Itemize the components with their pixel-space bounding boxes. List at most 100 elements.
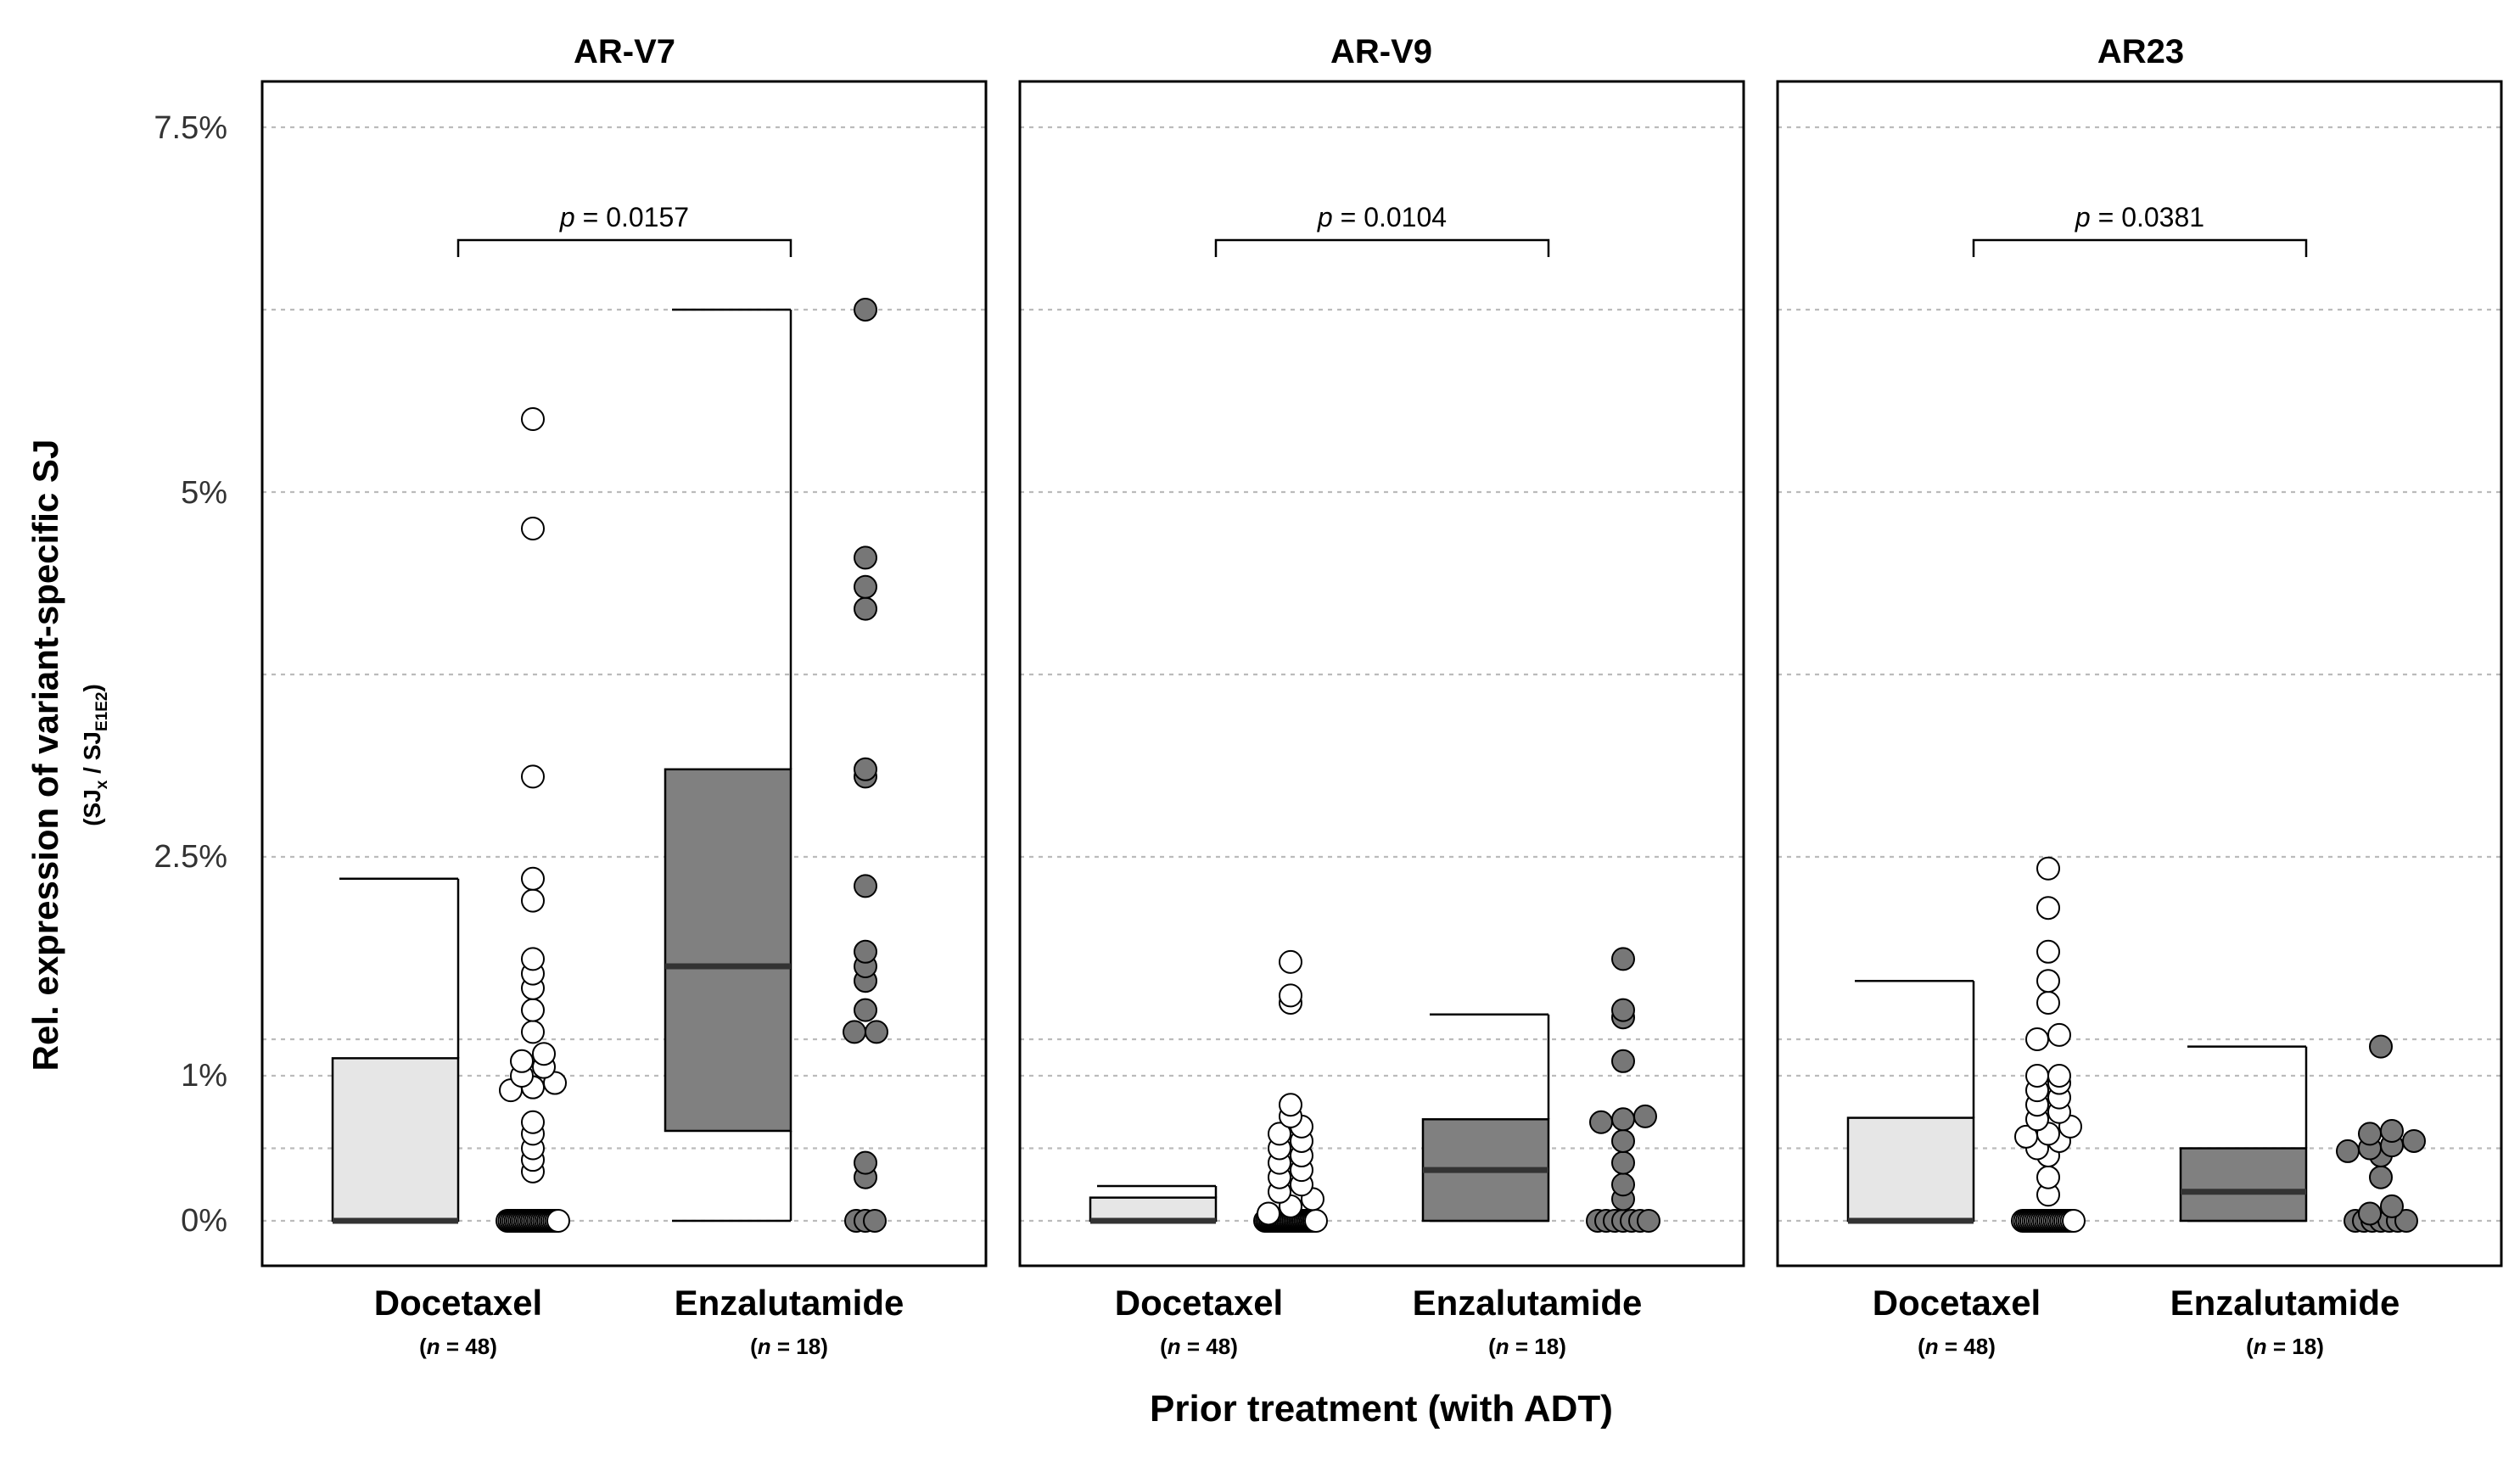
data-point (1611, 947, 1635, 971)
data-point (854, 939, 877, 964)
panel-title: AR23 (2097, 33, 2184, 70)
x-group-label-enzalutamide: Enzalutamide (1413, 1283, 1643, 1323)
data-point (2036, 991, 2060, 1015)
n-value: = 18 (771, 1334, 821, 1359)
data-point (854, 874, 877, 898)
significance-bracket (456, 238, 792, 257)
n-label-docetaxel: (n = 48) (1918, 1334, 1996, 1359)
data-point (854, 1150, 877, 1175)
n-italic: n (1496, 1334, 1509, 1359)
data-point (865, 1020, 888, 1044)
p-italic: p (2075, 202, 2091, 232)
data-point (1257, 1201, 1280, 1226)
n-label-enzalutamide: (n = 18) (1488, 1334, 1566, 1359)
panel-frame (260, 80, 988, 1267)
p-value: = 0.0381 (2091, 202, 2204, 232)
data-point (1279, 1093, 1302, 1117)
panel-plot-area: p = 0.0157 (262, 126, 986, 1233)
data-point (854, 596, 877, 621)
y-sublabel-sub-x: x (93, 780, 111, 789)
data-point (521, 517, 545, 540)
y-sublabel-open: (SJ (79, 789, 105, 826)
data-point (2047, 1064, 2071, 1088)
data-point (1304, 1209, 1328, 1233)
data-point (1611, 1172, 1635, 1197)
panel-title: AR-V7 (574, 33, 675, 70)
data-point (521, 866, 545, 891)
data-point (854, 574, 877, 599)
data-point (1279, 983, 1302, 1008)
y-tick-label-2: 2.5% (154, 839, 227, 875)
data-point (863, 1209, 887, 1233)
p-italic: p (559, 202, 575, 232)
panel-frame (1776, 80, 2503, 1267)
box-iqr (1089, 1196, 1218, 1223)
data-point (1611, 1049, 1635, 1073)
box-iqr (664, 768, 792, 1133)
data-point (521, 407, 545, 431)
data-point (1611, 998, 1635, 1022)
y-tick-label-1: 1% (181, 1058, 227, 1094)
data-point (521, 764, 545, 789)
y-sublabel-mid: / SJ (79, 731, 105, 781)
data-point (2036, 939, 2060, 964)
data-point (2036, 1165, 2060, 1189)
panel-ar-v7: AR-V7 p = 0.0157 Docetaxel (n = 48) Enza… (260, 33, 988, 1359)
data-point (510, 1049, 534, 1073)
n-italic: n (1925, 1334, 1939, 1359)
data-point (2402, 1128, 2426, 1153)
y-axis-label: Rel. expression of variant-specific SJ (25, 439, 65, 1072)
n-value: = 48 (440, 1334, 490, 1359)
data-point (521, 947, 545, 971)
data-point (854, 757, 877, 781)
x-group-label-docetaxel: Docetaxel (1873, 1283, 2041, 1323)
panel-plot-area: p = 0.0104 (1020, 126, 1744, 1233)
data-point (2062, 1209, 2086, 1233)
data-point (546, 1209, 570, 1233)
y-axis-sublabel: (SJx / SJE1E2) (79, 684, 111, 826)
data-point (1611, 1128, 1635, 1153)
data-point (2380, 1194, 2404, 1218)
data-point (854, 298, 877, 322)
data-point (2358, 1122, 2382, 1146)
y-sublabel-close: ) (79, 684, 105, 691)
data-point (2025, 1027, 2049, 1051)
data-point (1268, 1122, 1291, 1146)
n-label-enzalutamide: (n = 18) (2246, 1334, 2324, 1359)
x-group-label-enzalutamide: Enzalutamide (2170, 1283, 2400, 1323)
n-label-docetaxel: (n = 48) (1160, 1334, 1238, 1359)
y-tick-labels: 0% 1% 2.5% 5% 7.5% (154, 110, 227, 1239)
panel-title: AR-V9 (1330, 33, 1432, 70)
box-iqr (331, 1057, 460, 1223)
panel-plot-area: p = 0.0381 (1778, 126, 2501, 1233)
data-point (2036, 969, 2060, 993)
data-point (2036, 896, 2060, 920)
n-label-enzalutamide: (n = 18) (750, 1334, 828, 1359)
n-value: = 48 (1939, 1334, 1989, 1359)
x-group-label-docetaxel: Docetaxel (1115, 1283, 1283, 1323)
data-point (1589, 1110, 1613, 1134)
data-point (1279, 949, 1302, 974)
panel-ar-v9: AR-V9 p = 0.0104 Docetaxel (n = 48) Enza… (1018, 33, 1745, 1359)
x-group-label-docetaxel: Docetaxel (374, 1283, 542, 1323)
n-italic: n (758, 1334, 771, 1359)
data-point (2036, 856, 2060, 881)
data-point (2336, 1139, 2360, 1163)
p-value-label: p = 0.0381 (2075, 202, 2204, 232)
data-point (843, 1020, 866, 1044)
n-italic: n (1168, 1334, 1181, 1359)
data-point (2380, 1118, 2404, 1143)
n-italic: n (427, 1334, 440, 1359)
significance-bracket (1214, 238, 1550, 257)
data-point (2394, 1209, 2418, 1233)
data-point (2047, 1022, 2071, 1047)
panel-ar23: AR23 p = 0.0381 Docetaxel (n = 48) Enzal… (1776, 33, 2503, 1359)
p-value: = 0.0157 (575, 202, 689, 232)
data-point (1611, 1107, 1635, 1132)
y-tick-label-3: 5% (181, 475, 227, 511)
box-iqr (1846, 1116, 1975, 1223)
n-value: = 48 (1181, 1334, 1231, 1359)
y-sublabel-sub-e: E1E2 (93, 692, 111, 731)
data-point (2358, 1201, 2382, 1226)
data-point (521, 998, 545, 1022)
